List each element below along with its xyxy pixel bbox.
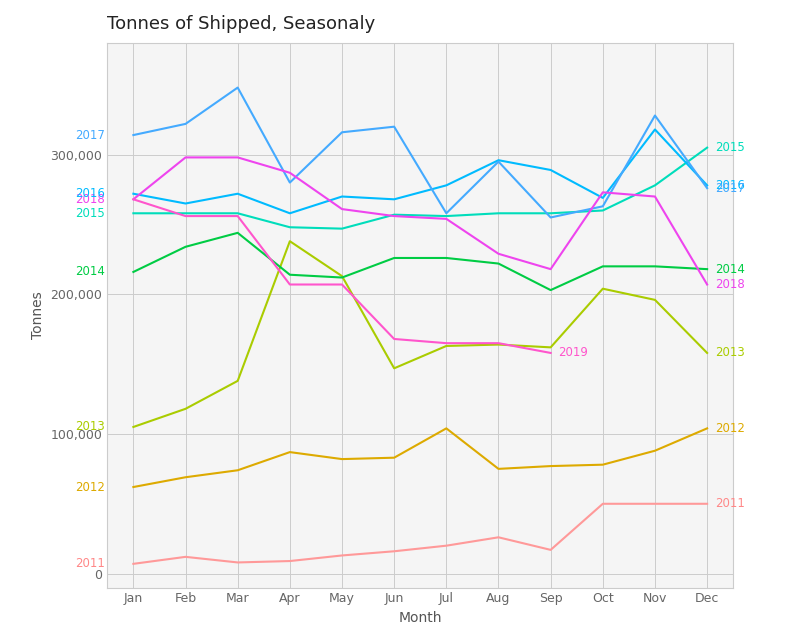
Text: 2018: 2018 — [715, 278, 745, 291]
Text: 2011: 2011 — [75, 557, 105, 570]
X-axis label: Month: Month — [398, 611, 442, 625]
Text: 2012: 2012 — [715, 422, 745, 435]
Text: 2013: 2013 — [715, 346, 745, 360]
Text: 2019: 2019 — [558, 346, 588, 360]
Text: 2018: 2018 — [75, 193, 105, 206]
Text: 2013: 2013 — [75, 420, 105, 433]
Text: 2015: 2015 — [75, 207, 105, 220]
Text: Tonnes of Shipped, Seasonaly: Tonnes of Shipped, Seasonaly — [107, 15, 375, 33]
Y-axis label: Tonnes: Tonnes — [31, 291, 45, 339]
Text: 2012: 2012 — [75, 481, 105, 493]
Text: 2017: 2017 — [715, 182, 745, 195]
Text: 2017: 2017 — [75, 129, 105, 141]
Text: 2014: 2014 — [715, 262, 745, 276]
Text: 2011: 2011 — [715, 497, 745, 510]
Text: 2016: 2016 — [715, 179, 745, 192]
Text: 2015: 2015 — [715, 141, 745, 154]
Text: 2014: 2014 — [75, 266, 105, 278]
Text: 2016: 2016 — [75, 188, 105, 200]
